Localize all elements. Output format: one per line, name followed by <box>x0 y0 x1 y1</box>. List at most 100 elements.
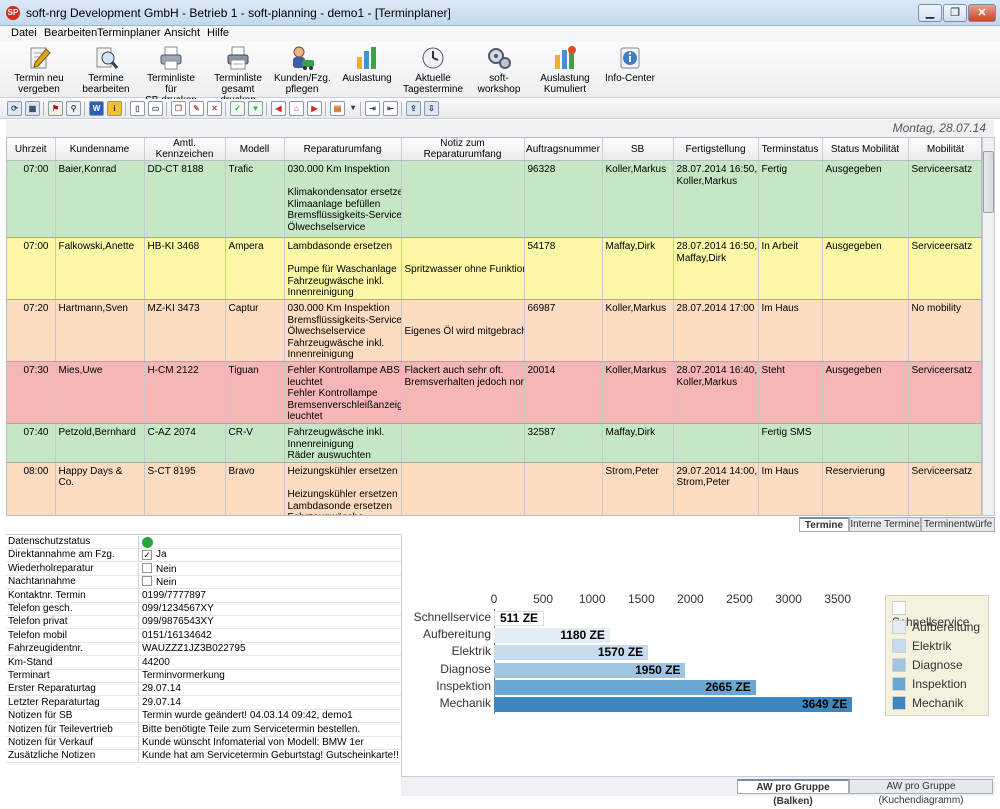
toolbar-label: Terminliste <box>214 73 262 84</box>
x-tick-label: 1500 <box>627 592 655 606</box>
scrollbar-thumb[interactable] <box>983 151 994 213</box>
new-appointment-button[interactable]: Termin neu vergeben <box>10 44 68 96</box>
edit-appointments-button[interactable]: Termine bearbeiten <box>78 44 134 96</box>
funnel-icon[interactable]: ▼ <box>248 101 263 116</box>
cell-line: Innenreinigung <box>287 438 354 450</box>
detail-checkbox[interactable]: ✓ <box>142 550 152 561</box>
cell-order: 66987 <box>524 299 603 362</box>
utilization-button[interactable]: Auslastung <box>340 44 394 96</box>
table-row[interactable]: 07:00 Falkowski,Anette HB-KI 3468 Ampera Lam… <box>7 237 981 300</box>
check-icon[interactable]: ✓ <box>230 101 245 116</box>
utilization-cumulative-button[interactable]: Auslastung Kumuliert <box>536 44 594 96</box>
indent-icon[interactable]: ⇥ <box>365 101 380 116</box>
info-small-icon[interactable]: i <box>107 101 122 116</box>
column-header[interactable]: Kundenname <box>55 138 145 161</box>
column-header[interactable]: Uhrzeit <box>7 138 56 161</box>
import-icon[interactable]: ⇩ <box>424 101 439 116</box>
minimize-icon[interactable]: ▁ <box>918 4 942 22</box>
detail-checkbox[interactable] <box>142 576 152 587</box>
today-appointments-button[interactable]: Aktuelle Tagestermine <box>402 44 464 96</box>
chart-legend: Schnellservice Aufbereitung Elektrik Diagno… <box>885 595 989 716</box>
cell-line: Strom,Peter <box>676 477 730 489</box>
tab-aw-bar[interactable]: AW pro Gruppe (Balken) <box>737 779 849 807</box>
detail-value: 099/9876543XY <box>142 616 214 628</box>
search-icon[interactable]: ⚲ <box>66 101 81 116</box>
detail-label: Terminart <box>8 670 50 681</box>
arrow-left-icon[interactable]: ◀ <box>271 101 286 116</box>
menu-hilfe[interactable]: Hilfe <box>207 27 230 39</box>
table-row[interactable]: 07:40 Petzold,Bernhard C-AZ 2074 CR-V Fahrze… <box>7 423 981 463</box>
cell-line: Bremsflüssigkeits-Service <box>287 314 401 326</box>
tab-interne-termine[interactable]: Interne Termine <box>849 517 921 532</box>
menu-terminplaner[interactable]: Terminplaner <box>97 27 161 39</box>
bar-elektrik[interactable] <box>494 645 649 661</box>
toolbar-label: Auslastung <box>540 73 590 84</box>
grid-view-icon[interactable]: ▤ <box>330 101 345 116</box>
grid-vertical-scrollbar[interactable] <box>982 137 995 516</box>
bar-mechanik[interactable] <box>494 697 853 712</box>
cell-line <box>405 315 521 327</box>
detail-checkbox[interactable] <box>142 562 152 573</box>
export-icon[interactable]: ⇪ <box>406 101 421 116</box>
detail-label: Fahrzeugidentnr. <box>8 643 84 655</box>
new-document-icon[interactable]: ▯ <box>130 101 145 116</box>
bar-diagnose[interactable] <box>494 662 686 678</box>
word-export-icon[interactable]: W <box>89 101 104 116</box>
outdent-icon[interactable]: ⇤ <box>383 101 398 116</box>
refresh-icon[interactable]: ⟳ <box>7 101 22 116</box>
legend-item: Inspektion <box>892 677 967 691</box>
tab-terminentwuerfe[interactable]: Terminentwürfe <box>921 517 995 532</box>
bar-schnellservice[interactable] <box>494 611 545 626</box>
column-header[interactable]: Modell <box>225 138 285 161</box>
menu-ansicht[interactable]: Ansicht <box>164 27 201 39</box>
table-row[interactable]: 07:30 Mies,Uwe H-CM 2122 Tiguan Fehler Kontr… <box>7 361 981 424</box>
calendar-icon[interactable]: ▦ <box>25 101 40 116</box>
tab-aw-pie[interactable]: AW pro Gruppe (Kuchendiagramm) <box>849 779 993 806</box>
column-header[interactable]: Notiz zum Reparaturumfang <box>401 138 525 161</box>
column-header[interactable]: SB <box>602 138 674 161</box>
appointment-grid[interactable]: Uhrzeit Kundenname Amtl. Kennzeichen Modell… <box>6 137 982 516</box>
edit-icon[interactable]: ✎ <box>189 101 204 116</box>
home-icon[interactable]: ⌂ <box>289 101 304 116</box>
arrow-right-icon[interactable]: ▶ <box>307 101 322 116</box>
chevron-down-icon[interactable]: ▾ <box>350 103 355 112</box>
close-icon[interactable]: ✕ <box>968 4 996 22</box>
soft-workshop-button[interactable]: soft-workshop <box>468 44 530 96</box>
customer-vehicle-button[interactable]: Kunden/Fzg. pflegen <box>274 44 331 96</box>
info-center-button[interactable]: Info-Center <box>603 44 657 96</box>
cell-line: leuchtet <box>287 376 323 388</box>
delete-icon[interactable]: ✕ <box>207 101 222 116</box>
column-header[interactable]: Terminstatus <box>758 138 823 161</box>
cell-line <box>405 253 521 265</box>
menu-datei[interactable]: Datei <box>11 27 37 39</box>
table-row[interactable]: 08:00 Happy Days & Co. S-CT 8195 Bravo Heizu… <box>7 462 981 515</box>
detail-row: Terminart Terminvormerkung <box>6 670 401 683</box>
bar-value-label: 511 ZE <box>500 611 539 625</box>
cell-mobility-status <box>822 423 909 463</box>
cell-customer: Hartmann,Sven <box>55 299 145 362</box>
maximize-icon[interactable]: ❐ <box>943 4 967 22</box>
open-document-icon[interactable]: ▭ <box>148 101 163 116</box>
menu-bearbeiten[interactable]: Bearbeiten <box>44 27 98 39</box>
column-header[interactable]: Auftragsnummer <box>524 138 603 161</box>
cell-line: Räder auswuchten <box>287 450 371 462</box>
table-row[interactable]: 07:20 Hartmann,Sven MZ-KI 3473 Captur 030.00… <box>7 299 981 362</box>
bar-aufbereitung[interactable] <box>494 628 610 644</box>
cell-line: Klimakondensator ersetzen <box>287 187 401 199</box>
bar-inspektion[interactable] <box>494 679 756 695</box>
column-header[interactable]: Fertigstellung <box>673 138 759 161</box>
column-header[interactable]: Reparaturumfang <box>284 138 402 161</box>
detail-value: 099/1234567XY <box>142 603 214 615</box>
tab-termine[interactable]: Termine <box>799 517 849 532</box>
column-header[interactable]: Mobilität <box>908 138 981 161</box>
column-header[interactable]: Status Mobilität <box>822 138 909 161</box>
filter-icon[interactable]: ⚑ <box>48 101 63 116</box>
column-header[interactable]: Amtl. Kennzeichen <box>144 138 226 161</box>
detail-row: Nachtannahme Nein <box>6 576 401 590</box>
copy-icon[interactable]: ❐ <box>171 101 186 116</box>
appointment-details: Datenschutzstatus Direktannahme am Fzg. ✓ J… <box>6 534 401 796</box>
table-row[interactable]: 07:00 Baier,Konrad DD-CT 8188 Trafic 030.000… <box>7 160 981 238</box>
cell-plate: C-AZ 2074 <box>144 423 226 463</box>
